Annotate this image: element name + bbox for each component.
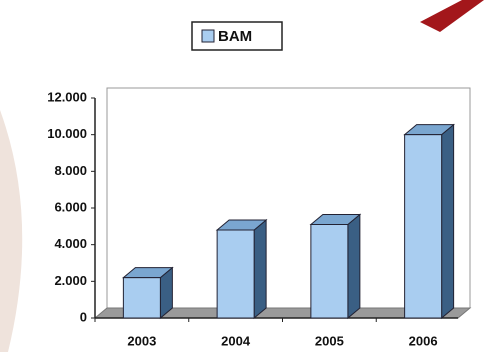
background-decoration [0,110,23,352]
x-tick-label: 2006 [409,333,438,348]
bar [404,134,443,319]
y-tick-label: 10.000 [47,126,87,141]
y-tick-label: 2.000 [54,273,87,288]
bar-side [253,218,267,320]
x-tick-label: 2004 [221,333,251,348]
bar-side [347,213,361,320]
bar [122,277,161,319]
y-tick-label: 8.000 [54,163,87,178]
bar [310,224,349,319]
y-tick-label: 0 [80,309,87,324]
y-tick-label: 12.000 [47,89,87,104]
y-tick-label: 6.000 [54,199,87,214]
x-tick-label: 2005 [315,333,344,348]
y-tick-label: 4.000 [54,236,87,251]
legend-swatch [201,29,215,43]
bar [216,229,255,319]
x-tick-label: 2003 [127,333,156,348]
background-decoration [420,0,484,32]
legend-label: BAM [218,28,252,45]
bar-side [441,123,455,320]
